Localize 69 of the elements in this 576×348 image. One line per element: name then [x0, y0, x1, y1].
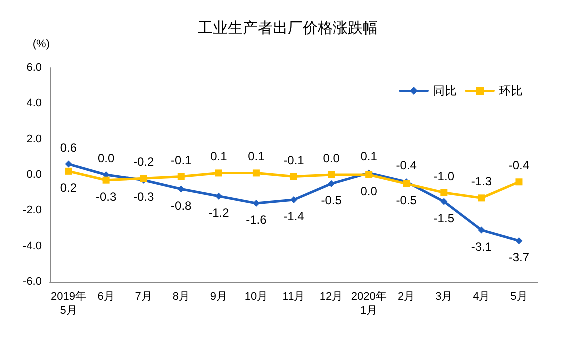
data-label: -1.2 [208, 206, 230, 220]
y-tick-label: 6.0 [26, 62, 42, 74]
y-tick-label: -4.0 [23, 240, 42, 252]
legend-label: 同比 [433, 84, 457, 98]
point [102, 176, 110, 184]
x-tick-label: 11月 [282, 291, 306, 303]
point [440, 189, 448, 196]
data-label: -0.1 [284, 153, 305, 168]
point [215, 192, 222, 200]
data-label: -3.1 [471, 240, 492, 254]
data-label: -0.2 [134, 155, 155, 170]
data-label: -0.3 [134, 190, 155, 204]
data-label: 0.1 [360, 150, 378, 164]
data-label: -0.1 [171, 153, 192, 168]
point [65, 168, 72, 175]
data-label: 0.1 [248, 150, 266, 164]
y-tick-label: -6.0 [23, 276, 42, 288]
point [440, 198, 448, 206]
data-label: 0.0 [98, 152, 115, 166]
y-tick-label: 2.0 [26, 133, 42, 146]
x-tick-label: 9月 [210, 291, 228, 303]
data-label: -0.4 [396, 158, 418, 173]
data-label: -0.5 [321, 193, 342, 208]
data-label: -0.4 [508, 158, 530, 173]
x-tick-label: 6月 [98, 291, 115, 303]
data-label: -0.3 [96, 190, 117, 204]
point [252, 200, 260, 208]
point [65, 160, 72, 168]
data-label: 0.0 [360, 184, 378, 198]
data-label: 0.2 [60, 180, 78, 195]
x-tick-label: 5月 [510, 291, 528, 303]
x-tick-label: 4月 [473, 291, 490, 303]
legend-label: 环比 [499, 84, 523, 98]
x-tick-label: 2020年 1月 [351, 291, 387, 317]
data-label: -3.7 [508, 250, 530, 264]
x-tick-label: 2月 [398, 291, 416, 303]
point [516, 178, 523, 186]
x-tick-label: 2019年 5月 [51, 291, 87, 317]
point [178, 186, 185, 193]
point [516, 237, 523, 244]
y-tick-label: 4.0 [26, 98, 42, 110]
data-label: -1.0 [434, 169, 455, 184]
x-tick-label: 12月 [320, 291, 344, 303]
point [328, 172, 336, 178]
y-tick-label: 0.0 [26, 169, 42, 181]
x-tick-label: 10月 [244, 291, 268, 303]
x-tick-label: 7月 [135, 291, 152, 303]
data-label: 0.1 [210, 150, 228, 164]
data-label: 0.0 [323, 152, 340, 166]
data-label: -0.8 [171, 198, 192, 213]
point [478, 226, 486, 234]
x-tick-label: 3月 [436, 291, 453, 303]
chart-title: 工业生产者出厂价格涨跌幅 [198, 20, 378, 37]
data-label: -1.5 [434, 211, 455, 226]
data-label: -1.3 [471, 174, 492, 189]
data-label: -1.6 [246, 213, 268, 228]
point [290, 173, 298, 180]
data-label: 0.6 [60, 140, 78, 155]
point [252, 170, 260, 177]
y-axis-title: (%) [32, 38, 50, 50]
point [215, 170, 222, 177]
point [328, 180, 336, 188]
point [478, 194, 486, 202]
x-tick-label: 8月 [172, 291, 190, 303]
data-label: -0.5 [396, 193, 418, 208]
point [290, 196, 298, 204]
y-tick-label: -2.0 [23, 204, 42, 217]
data-label: -1.4 [284, 209, 305, 224]
point [178, 173, 185, 180]
